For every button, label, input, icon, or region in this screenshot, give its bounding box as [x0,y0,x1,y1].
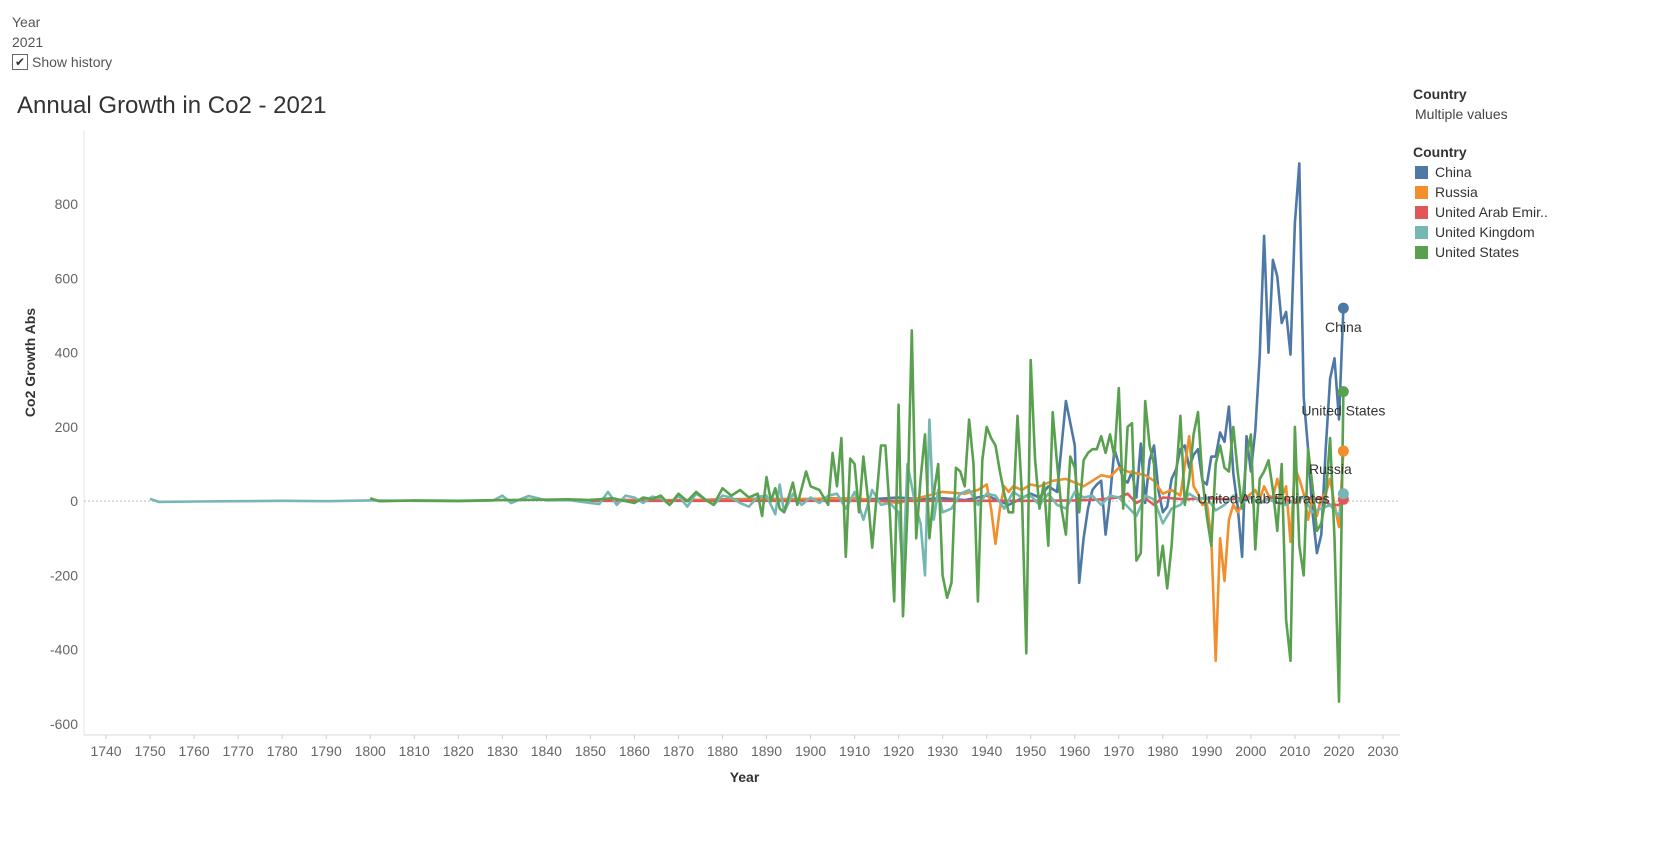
legend-swatch [1415,165,1428,179]
series-end-point[interactable] [1337,302,1349,314]
country-filter-value[interactable]: Multiple values [1415,106,1508,122]
legend-panel: Country Multiple values Country China Rus… [1413,84,1548,262]
y-axis-title: Co2 Growth Abs [22,308,38,417]
x-tick-label: 1770 [223,743,254,759]
x-tick-label: 1780 [267,743,298,759]
show-history-toggle[interactable]: ✔ Show history [12,54,112,70]
x-tick-label: 1890 [751,743,782,759]
x-tick-label: 1960 [1059,743,1090,759]
legend-item[interactable]: United States [1413,242,1548,262]
y-tick-label: -600 [50,716,78,732]
x-tick-label: 1970 [1103,743,1134,759]
x-tick-label: 1850 [575,743,606,759]
legend-label: Russia [1435,184,1478,200]
year-filter-value[interactable]: 2021 [12,34,44,50]
legend-label: China [1435,164,1472,180]
x-tick-label: 1820 [443,743,474,759]
color-legend-title: Country [1413,144,1467,160]
legend-swatch [1415,185,1428,199]
legend-label: United States [1435,244,1520,260]
x-tick-label: 1940 [971,743,1002,759]
series-end-point[interactable] [1337,488,1349,500]
x-tick-label: 1920 [883,743,914,759]
y-tick-label: 600 [55,270,79,286]
x-tick-label: 1990 [1191,743,1222,759]
y-tick-label: 400 [55,345,79,361]
series-end-label: United Arab Emirates [1197,490,1329,506]
x-tick-label: 1840 [531,743,562,759]
check-icon[interactable]: ✔ [12,54,28,70]
series-line[interactable] [590,162,1345,585]
x-tick-label: 1760 [179,743,210,759]
x-tick-label: 1860 [619,743,650,759]
x-tick-label: 1810 [399,743,430,759]
show-history-label: Show history [32,54,113,70]
legend-item[interactable]: United Arab Emir.. [1413,202,1548,222]
legend-item[interactable]: Russia [1413,182,1548,202]
x-axis-title: Year [730,769,760,785]
series-end-point[interactable] [1337,386,1349,398]
series-end-label: China [1325,319,1362,335]
x-axis: 1740 1750 1760 1770 1780 1790 1800 1810 1820 1830… [90,735,1399,759]
year-filter: Year 2021 ✔ Show history [12,12,112,70]
x-tick-label: 1900 [795,743,826,759]
y-tick-label: 800 [55,196,79,212]
y-tick-label: 0 [70,493,78,509]
legend-swatch [1415,245,1428,259]
x-tick-label: 1880 [707,743,738,759]
y-tick-label: 200 [55,419,79,435]
series-line[interactable] [590,434,1345,663]
x-tick-label: 1830 [487,743,518,759]
end-markers: China Russia United Arab Emirates United St… [1197,302,1385,506]
series-end-label: Russia [1309,461,1352,477]
x-tick-label: 2010 [1279,743,1310,759]
x-tick-label: 2020 [1323,743,1354,759]
legend-label: United Arab Emir.. [1435,204,1548,220]
x-tick-label: 1950 [1015,743,1046,759]
y-tick-label: -400 [50,642,78,658]
x-tick-label: 1870 [663,743,694,759]
chart-title: Annual Growth in Co2 - 2021 [17,92,327,119]
series-end-label: United States [1301,403,1385,419]
color-legend: China Russia United Arab Emir.. United King… [1413,162,1548,262]
series-lines [149,162,1345,703]
series-line[interactable] [590,492,1345,507]
year-filter-label: Year [12,14,41,30]
y-tick-label: -200 [50,567,78,583]
y-axis: -600 -400 -200 0 200 400 600 800 [50,196,78,732]
series-end-point[interactable] [1337,445,1349,457]
x-tick-label: 1910 [839,743,870,759]
x-tick-label: 2000 [1235,743,1266,759]
x-tick-label: 1740 [90,743,121,759]
x-tick-label: 1750 [134,743,165,759]
x-tick-label: 1980 [1147,743,1178,759]
legend-item[interactable]: China [1413,162,1548,182]
legend-label: United Kingdom [1435,224,1535,240]
x-tick-label: 1800 [355,743,386,759]
x-tick-label: 2030 [1367,743,1398,759]
country-filter-title: Country [1413,86,1467,102]
legend-swatch [1415,225,1428,239]
series-line[interactable] [369,329,1345,703]
legend-item[interactable]: United Kingdom [1413,222,1548,242]
x-tick-label: 1790 [311,743,342,759]
legend-swatch [1415,205,1428,219]
x-tick-label: 1930 [927,743,958,759]
